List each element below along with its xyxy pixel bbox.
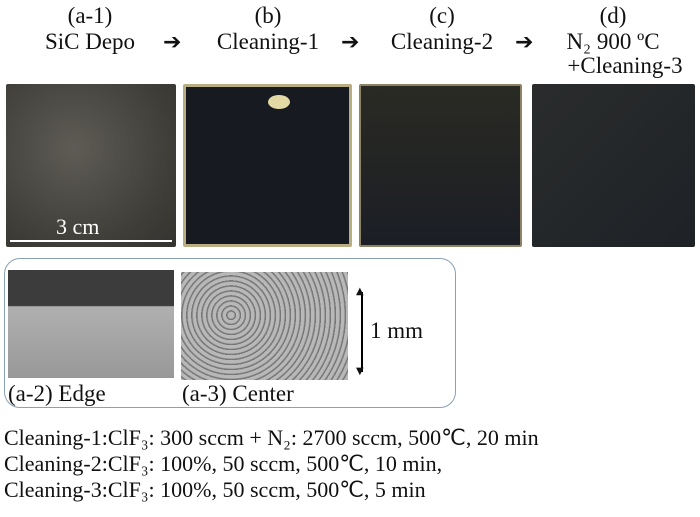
condition-3: Cleaning-3:ClF₃: 100%, 50 sccm, 500℃, 5 …: [4, 477, 426, 502]
scale-bar-3cm: [10, 240, 172, 242]
label-c: Cleaning-2: [390, 29, 494, 54]
label-d-id: (d): [599, 3, 627, 28]
label-b: Cleaning-1: [216, 29, 320, 54]
arrow-up-icon: ▲: [356, 286, 364, 297]
sem-center-image: [181, 272, 348, 380]
condition-2: Cleaning-2:ClF₃: 100%, 50 sccm, 500℃, 10…: [4, 451, 443, 476]
photo-cleaning-2: [359, 84, 522, 247]
label-b-id: (b): [254, 3, 282, 28]
arrow-right-icon: ➔: [163, 30, 182, 55]
arrow-down-icon: ▼: [356, 366, 364, 377]
label-a3: (a-3) Center: [182, 381, 294, 406]
photo-cleaning-1: [183, 84, 352, 247]
label-c-id: (c): [429, 3, 455, 28]
sem-panel: [4, 258, 456, 408]
scale-label-1mm: 1 mm: [370, 318, 424, 343]
photo-cleaning-3: [532, 84, 695, 247]
arrow-right-icon: ➔: [341, 30, 360, 55]
photo-sic-depo: [6, 84, 176, 247]
label-d-2: +Cleaning-3: [567, 53, 683, 78]
arrow-right-icon: ➔: [515, 30, 534, 55]
label-a1-id: (a-1): [67, 3, 113, 28]
sem-edge-image: [8, 270, 174, 378]
label-d: N₂ 900 ºC: [566, 29, 660, 54]
label-a2: (a-2) Edge: [8, 381, 106, 406]
scale-label-3cm: 3 cm: [56, 214, 100, 239]
label-a1: SiC Depo: [44, 29, 136, 54]
scale-arrow-1mm: [361, 292, 363, 372]
condition-1: Cleaning-1:ClF₃: 300 sccm + N₂: 2700 scc…: [4, 425, 539, 450]
